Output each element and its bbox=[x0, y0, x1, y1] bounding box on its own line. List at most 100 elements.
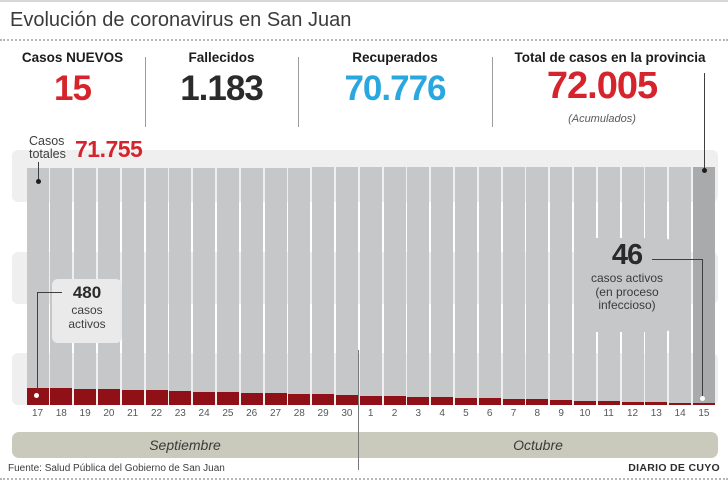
active-bar-7 bbox=[502, 398, 525, 405]
marker-dot-totales-last bbox=[702, 168, 707, 173]
stat-label-recuperados: Recuperados bbox=[352, 50, 438, 65]
leader-line-total-provincia bbox=[704, 73, 705, 171]
x-tick-label-4: 4 bbox=[439, 408, 445, 419]
active-bar-12 bbox=[621, 401, 644, 405]
total-bar-6 bbox=[478, 167, 501, 405]
x-tick-label-13: 13 bbox=[650, 408, 662, 419]
leader-line-480-vertical bbox=[37, 292, 38, 396]
x-tick-label-24: 24 bbox=[198, 408, 210, 419]
total-bar-15 bbox=[692, 167, 715, 405]
active-bar-22 bbox=[145, 390, 168, 405]
total-bar-25 bbox=[216, 167, 239, 405]
total-bar-3 bbox=[407, 167, 430, 405]
x-tick-label-15: 15 bbox=[698, 408, 710, 419]
callout-46-value: 46 bbox=[611, 239, 643, 271]
active-bar-15 bbox=[692, 403, 715, 405]
x-tick-label-1: 1 bbox=[367, 408, 374, 419]
active-bar-4 bbox=[431, 397, 454, 405]
active-bar-14 bbox=[669, 402, 692, 405]
month-band bbox=[12, 432, 718, 458]
x-tick-label-19: 19 bbox=[79, 408, 91, 419]
callout-480-line2: activos bbox=[68, 317, 106, 331]
active-bar-27 bbox=[264, 393, 287, 405]
stat-value-4: 72.005 bbox=[546, 65, 658, 107]
active-bar-10 bbox=[573, 400, 596, 405]
leader-line-46-vertical bbox=[702, 259, 703, 398]
source-credit: Fuente: Salud Pública del Gobierno de Sa… bbox=[8, 463, 225, 474]
callout-46-line2: (en proceso bbox=[595, 284, 659, 299]
x-tick-label-26: 26 bbox=[246, 408, 258, 419]
x-tick-label-27: 27 bbox=[269, 408, 282, 419]
active-bar-9 bbox=[550, 399, 573, 405]
callout-46-line1: casos activos bbox=[590, 271, 664, 285]
callout-480-value: 480 bbox=[72, 283, 102, 302]
stat-divider-2 bbox=[298, 57, 299, 127]
total-bar-7 bbox=[502, 167, 525, 405]
publisher-credit: DIARIO DE CUYO bbox=[628, 462, 720, 474]
x-tick-label-7: 7 bbox=[510, 408, 517, 419]
total-bar-17 bbox=[26, 167, 49, 405]
stat-value-2: 1.183 bbox=[180, 69, 264, 108]
callout-480-box: 480 casos activos bbox=[52, 279, 122, 343]
active-bar-30 bbox=[335, 394, 358, 405]
dotted-divider-top bbox=[0, 39, 728, 41]
active-bar-19 bbox=[74, 388, 97, 405]
total-bar-4 bbox=[431, 167, 454, 405]
casos-totales-line1: Casos bbox=[29, 134, 65, 148]
active-bar-28 bbox=[288, 393, 311, 405]
x-tick-label-23: 23 bbox=[174, 408, 186, 419]
active-bar-8 bbox=[526, 399, 549, 405]
casos-totales-line2: totales bbox=[29, 147, 66, 161]
active-bar-21 bbox=[121, 389, 144, 405]
stat-sublabel-acumulados: (Acumulados) bbox=[568, 113, 636, 125]
page-title: Evolución de coronavirus en San Juan bbox=[10, 9, 352, 31]
total-bar-14 bbox=[669, 167, 692, 405]
active-bar-18 bbox=[50, 388, 73, 405]
x-tick-label-14: 14 bbox=[674, 408, 686, 419]
x-tick-label-17: 17 bbox=[31, 408, 44, 419]
total-bar-5 bbox=[454, 167, 477, 405]
stat-divider-3 bbox=[492, 57, 493, 127]
active-bar-26 bbox=[240, 392, 263, 405]
top-border-line bbox=[0, 0, 728, 2]
active-bar-6 bbox=[478, 398, 501, 405]
active-bar-1 bbox=[359, 395, 382, 405]
active-bar-25 bbox=[216, 392, 239, 405]
x-tick-label-18: 18 bbox=[55, 408, 67, 419]
x-tick-label-28: 28 bbox=[293, 408, 305, 419]
active-bar-20 bbox=[97, 389, 120, 405]
stat-label-total-provincia: Total de casos en la provincia bbox=[514, 50, 706, 65]
month-label-octubre: Octubre bbox=[513, 437, 563, 453]
active-bar-11 bbox=[597, 401, 620, 405]
stat-divider-1 bbox=[145, 57, 146, 127]
x-tick-label-11: 11 bbox=[603, 408, 614, 419]
marker-dot-activos-last bbox=[700, 396, 705, 401]
total-bar-24 bbox=[193, 167, 216, 405]
total-bar-29 bbox=[312, 167, 335, 405]
x-tick-label-30: 30 bbox=[341, 408, 353, 419]
x-tick-label-2: 2 bbox=[391, 408, 398, 419]
stat-value-1: 15 bbox=[54, 69, 92, 108]
x-tick-label-5: 5 bbox=[463, 408, 469, 419]
x-tick-label-29: 29 bbox=[317, 408, 329, 419]
marker-dot-totales-first bbox=[36, 179, 41, 184]
total-bar-22 bbox=[145, 167, 168, 405]
x-tick-label-21: 21 bbox=[127, 408, 139, 419]
total-bar-27 bbox=[264, 167, 287, 405]
active-bar-24 bbox=[193, 391, 216, 405]
x-tick-label-9: 9 bbox=[558, 408, 564, 419]
total-bar-8 bbox=[526, 167, 549, 405]
x-tick-label-12: 12 bbox=[626, 408, 639, 419]
month-label-septiembre: Septiembre bbox=[149, 437, 221, 453]
x-tick-label-25: 25 bbox=[222, 408, 234, 419]
casos-totales-label: Casos totales bbox=[29, 135, 66, 161]
total-bar-26 bbox=[240, 167, 263, 405]
x-tick-label-10: 10 bbox=[579, 408, 591, 419]
total-bar-9 bbox=[550, 167, 573, 405]
x-tick-label-22: 22 bbox=[150, 408, 163, 419]
x-tick-label-6: 6 bbox=[486, 408, 493, 419]
active-bar-13 bbox=[645, 402, 668, 405]
leader-line-480-horizontal bbox=[37, 292, 62, 293]
